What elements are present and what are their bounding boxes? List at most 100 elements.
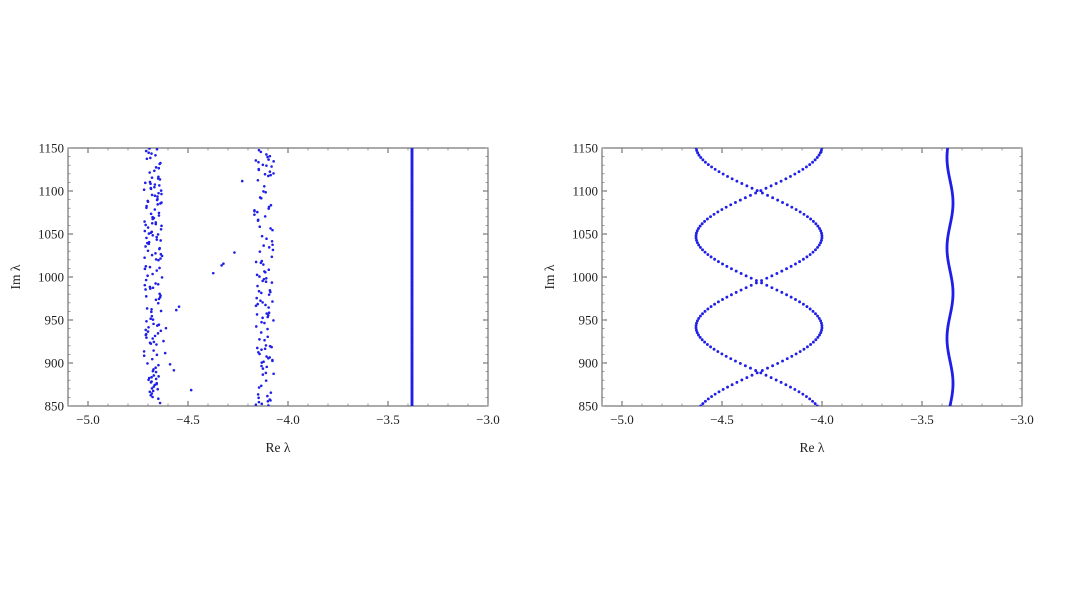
data-point [168,362,172,366]
data-point [257,386,261,389]
data-point [255,313,259,316]
data-point [268,344,272,348]
data-point [265,365,269,369]
data-point [262,244,265,247]
data-point [798,210,802,214]
data-point [268,356,272,359]
data-point [820,328,824,332]
data-point [720,208,724,211]
y-tick-label: 1000 [572,270,598,285]
data-point [150,230,154,234]
data-point [789,264,793,268]
data-point [150,193,154,197]
data-point [144,149,148,153]
data-point [781,200,784,204]
data-point [769,376,773,380]
data-point [802,212,806,216]
data-point [738,198,742,202]
data-point [703,399,707,403]
data-point [801,302,805,306]
data-point [257,160,260,164]
data-point [174,308,178,312]
data-point [709,345,713,349]
data-point [749,193,752,197]
data-point [820,236,824,240]
data-point [260,291,263,295]
data-point [158,292,161,296]
data-point [269,391,273,394]
data-point [819,319,823,323]
data-point [265,153,268,156]
data-point [818,333,821,337]
data-point [258,196,262,199]
data-point [272,372,275,376]
data-point [155,148,159,151]
data-point [261,367,265,370]
data-point [815,404,819,406]
data-point [820,324,824,327]
data-point [705,217,709,221]
data-point [272,172,275,175]
data-point [257,289,261,293]
data-point [145,307,149,310]
data-point [151,395,154,399]
data-point [779,179,783,183]
data-point [811,340,815,344]
data-point [148,341,152,345]
data-point [154,282,157,285]
data-point [159,189,163,192]
data-point [143,181,147,185]
data-point [721,172,725,176]
y-tick-label: 1150 [38,141,64,156]
data-point [266,394,269,398]
data-point [263,338,266,342]
data-point [154,370,158,374]
data-point [159,309,163,313]
data-point [801,392,805,396]
y-tick-label: 1050 [38,227,64,242]
data-point [143,220,146,223]
data-point [764,373,768,377]
y-tick-label: 1100 [572,184,598,199]
data-point [785,357,789,361]
data-point [146,226,150,229]
data-point [819,229,823,233]
data-point [272,160,275,163]
data-point [150,253,154,257]
data-point [268,154,272,158]
data-point [269,227,272,230]
data-point [172,369,176,372]
data-point [159,161,162,165]
data-point [769,184,773,188]
data-point [257,350,260,354]
data-point [759,189,763,193]
data-point [144,332,148,336]
data-point [738,361,742,365]
data-point [153,194,157,198]
data-point [700,222,704,226]
data-point [156,332,160,335]
data-point [789,385,792,389]
data-point [264,379,268,382]
data-point [754,281,758,285]
data-point [150,152,153,155]
data-point [765,276,769,280]
x-axis-label: Re λ [800,440,825,455]
data-point [776,198,780,202]
data-point [809,217,813,221]
plot-frame [601,147,1023,407]
data-point [262,190,265,193]
data-point [699,404,703,406]
data-point [267,293,271,296]
data-point [771,364,775,368]
data-point [146,199,150,203]
data-point [262,360,265,364]
data-point [805,255,809,259]
data-point [159,239,162,242]
data-point [816,224,820,228]
data-point [801,257,805,261]
data-point [253,209,256,212]
data-point [154,252,157,255]
data-point [743,364,747,368]
